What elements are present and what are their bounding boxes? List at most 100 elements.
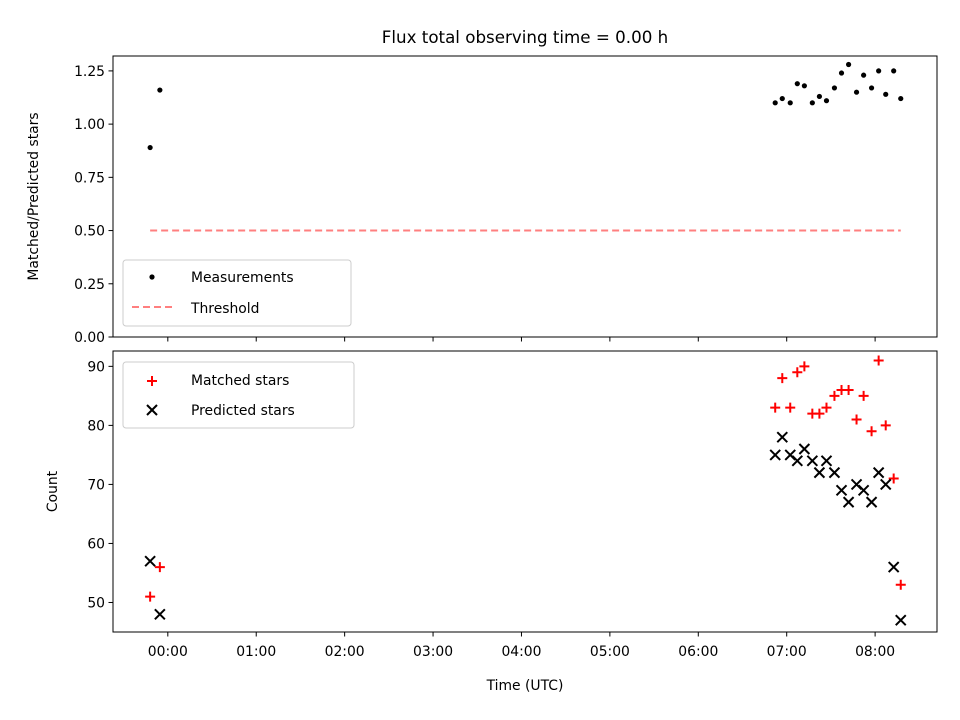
predicted-stars-point xyxy=(835,484,848,497)
bottom-panel-y-axis-label: Count xyxy=(45,470,61,512)
measurements-point xyxy=(823,98,830,104)
matched-stars-point xyxy=(858,390,869,401)
matched-stars-point xyxy=(799,361,810,372)
predicted-stars-point xyxy=(820,455,833,467)
x-tick-label: 00:00 xyxy=(148,644,188,660)
y-tick-label: 1.00 xyxy=(74,117,105,133)
legend-matched-stars-label: Matched stars xyxy=(191,373,289,389)
x-tick-label: 05:00 xyxy=(590,644,630,660)
predicted-stars-point xyxy=(880,478,892,491)
y-tick-label: 50 xyxy=(87,595,105,611)
x-tick-label: 01:00 xyxy=(236,644,276,660)
measurements-point xyxy=(157,87,163,93)
matched-stars-point xyxy=(873,355,884,366)
matched-stars-point xyxy=(785,402,796,413)
y-tick-label: 0.25 xyxy=(74,277,105,293)
measurements-point xyxy=(853,89,860,95)
y-tick-label: 60 xyxy=(87,536,105,552)
matched-stars-point xyxy=(814,408,825,419)
top-panel-legend-box xyxy=(122,259,352,327)
measurements-point xyxy=(816,93,823,100)
top-panel-x-ticks xyxy=(167,337,876,342)
measurements-point xyxy=(831,85,838,91)
legend-predicted-stars-label: Predicted stars xyxy=(191,403,295,419)
measurements-point xyxy=(794,81,800,87)
bottom-panel-frame xyxy=(112,350,938,633)
top-panel-y-axis-label: Matched/Predicted stars xyxy=(26,112,42,280)
predicted-stars-point xyxy=(872,466,885,479)
matched-stars-point xyxy=(829,390,840,401)
matched-stars-point xyxy=(777,373,788,384)
predicted-stars-point xyxy=(857,484,870,497)
predicted-stars-point xyxy=(776,431,788,443)
predicted-stars-point xyxy=(842,496,855,508)
top-panel-y-ticks: 0.00 0.25 0.50 0.75 1.00 1.25 xyxy=(74,64,113,346)
predicted-stars-point xyxy=(144,555,156,567)
x-tick-label: 02:00 xyxy=(325,644,365,660)
measurements-point xyxy=(891,68,897,74)
y-tick-label: 80 xyxy=(87,418,105,434)
matched-stars-point xyxy=(888,473,899,484)
matched-stars-point xyxy=(866,426,877,437)
measurements-point xyxy=(898,95,904,102)
matched-stars-point xyxy=(154,562,165,573)
matched-stars-point xyxy=(821,402,832,413)
y-tick-label: 0.00 xyxy=(74,330,105,346)
legend-measurements-label: Measurements xyxy=(191,270,294,286)
predicted-stars-point xyxy=(806,455,819,467)
x-tick-label: 08:00 xyxy=(855,644,895,660)
y-tick-label: 70 xyxy=(87,477,105,493)
measurements-point xyxy=(845,61,852,68)
x-axis-label: Time (UTC) xyxy=(486,678,564,694)
predicted-stars-point xyxy=(828,466,841,479)
legend-predicted-stars-marker xyxy=(146,404,158,416)
measurements-point xyxy=(876,68,882,74)
measurements-point xyxy=(838,70,845,76)
bottom-panel: 50 60 70 80 90 00:00 01:00 02:00 03:00 04:00 05:0… xyxy=(45,350,938,660)
legend-matched-stars-marker xyxy=(147,376,157,386)
measurements-point xyxy=(772,100,778,106)
predicted-stars-point xyxy=(813,466,826,479)
bottom-panel-marks xyxy=(144,355,907,626)
legend-threshold-label: Threshold xyxy=(190,301,259,317)
top-panel-marks xyxy=(147,61,904,232)
top-panel-legend: Measurements Threshold xyxy=(122,259,352,327)
x-tick-label: 07:00 xyxy=(767,644,807,660)
predicted-stars-point xyxy=(798,443,811,455)
measurements-point xyxy=(861,72,867,78)
matched-stars-point xyxy=(145,591,156,602)
bottom-panel-x-ticks: 00:00 01:00 02:00 03:00 04:00 05:00 06:00 07:00… xyxy=(148,632,895,660)
bottom-panel-y-ticks: 50 60 70 80 90 xyxy=(87,359,113,611)
bottom-panel-legend-box xyxy=(122,361,355,429)
measurements-point xyxy=(809,100,815,106)
measurements-point xyxy=(147,144,153,151)
matched-stars-point xyxy=(792,367,803,378)
x-tick-label: 04:00 xyxy=(501,644,541,660)
x-tick-label: 03:00 xyxy=(413,644,453,660)
x-tick-label: 06:00 xyxy=(678,644,718,660)
predicted-stars-point xyxy=(769,449,781,461)
measurements-point xyxy=(787,100,793,106)
chart-title: Flux total observing time = 0.00 h xyxy=(382,27,668,47)
predicted-stars-point xyxy=(887,561,900,573)
measurements-point xyxy=(883,91,889,97)
y-tick-label: 1.25 xyxy=(74,64,105,80)
measurements-point xyxy=(779,95,785,102)
measurements-point xyxy=(801,83,807,89)
y-tick-label: 0.50 xyxy=(74,224,105,240)
top-panel: 0.00 0.25 0.50 0.75 1.00 1.25 Matched/Predict… xyxy=(26,55,938,346)
matched-stars-point xyxy=(851,414,862,425)
predicted-stars-point xyxy=(791,455,804,467)
matched-stars-point xyxy=(895,579,906,590)
matched-stars-point xyxy=(770,402,781,413)
y-tick-label: 0.75 xyxy=(74,170,105,186)
measurements-point xyxy=(868,85,875,91)
matched-stars-point xyxy=(880,420,891,431)
top-panel-frame xyxy=(112,55,938,338)
bottom-panel-legend: Matched stars Predicted stars xyxy=(122,361,355,429)
matched-stars-point xyxy=(843,384,854,395)
predicted-stars-point xyxy=(154,608,166,620)
predicted-stars-point xyxy=(895,614,907,626)
